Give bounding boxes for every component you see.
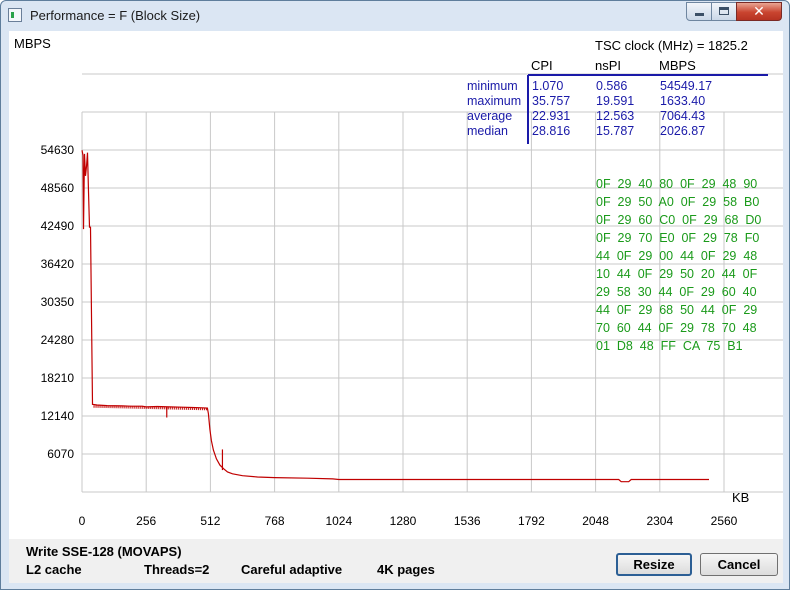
x-tick-label: 1280 [390,514,417,528]
stats-col-mbps: MBPS [659,58,696,73]
cache-level: L2 cache [26,562,82,577]
minimize-icon [695,13,704,16]
stats-mbps-value: 2026.87 [660,124,705,138]
stats-row-label: average [467,109,512,123]
x-tick-label: 512 [200,514,220,528]
x-tick-label: 0 [79,514,86,528]
x-tick-label: 2304 [646,514,673,528]
x-tick-label: 1536 [454,514,481,528]
client-area: 54630 48560 42490 36420 30350 24280 18210 12140… [9,31,789,583]
y-tick-label: 30350 [41,295,75,309]
hex-line: 0F 29 70 E0 0F 29 78 F0 [596,231,759,245]
y-tick-label: 48560 [41,181,75,195]
x-tick-label: 1792 [518,514,545,528]
y-tick-label: 12140 [41,409,75,423]
y-tick-label: 18210 [41,371,75,385]
stats-mbps-value: 1633.40 [660,94,705,108]
x-tick-label: 2048 [582,514,609,528]
stats-nspi-value: 0.586 [596,79,627,93]
cancel-button[interactable]: Cancel [700,553,778,576]
y-tick-label: 24280 [41,333,75,347]
stats-nspi-value: 12.563 [596,109,634,123]
x-tick-label: 2560 [711,514,738,528]
x-tick-label: 256 [136,514,156,528]
y-tick-label: 36420 [41,257,75,271]
y-unit-label: MBPS [14,36,51,51]
maximize-button[interactable] [711,2,737,21]
stats-col-nspi: nsPI [595,58,621,73]
x-tick-labels: 0 256 512 768 1024 1280 1536 1792 2048 2304 2560 [79,514,738,528]
hex-line: 0F 29 40 80 0F 29 48 90 [596,177,757,191]
pages-info: 4K pages [377,562,435,577]
hex-line: 01 D8 48 FF CA 75 B1 [596,339,743,353]
stats-mbps-value: 7064.43 [660,109,705,123]
hex-line: 29 58 30 44 0F 29 60 40 [596,285,757,299]
minimize-button[interactable] [686,2,712,21]
y-tick-label: 54630 [41,143,75,157]
hex-line: 70 60 44 0F 29 78 70 48 [596,321,757,335]
maximize-icon [719,7,729,15]
mode-info: Careful adaptive [241,562,343,577]
test-name: Write SSE-128 (MOVAPS) [26,544,182,559]
stats-cpi-value: 22.931 [532,109,570,123]
y-tick-label: 6070 [47,447,74,461]
y-tick-labels: 54630 48560 42490 36420 30350 24280 18210 12140… [41,143,75,461]
stats-row-label: minimum [467,79,518,93]
grid [81,73,789,493]
stats-cpi-value: 28.816 [532,124,570,138]
app-icon [8,8,22,22]
stats-nspi-value: 19.591 [596,94,634,108]
stats-cpi-value: 1.070 [532,79,563,93]
tsc-clock-label: TSC clock (MHz) = 1825.2 [595,38,748,53]
performance-chart: 54630 48560 42490 36420 30350 24280 18210 12140… [14,36,789,528]
stats-row-label: maximum [467,94,521,108]
hex-line: 0F 29 50 A0 0F 29 58 B0 [596,195,759,209]
hex-line: 44 0F 29 00 44 0F 29 48 [596,249,757,263]
close-icon: ✕ [753,4,765,20]
window-title: Performance = F (Block Size) [30,8,201,23]
series-line [81,150,709,483]
hex-line: 10 44 0F 29 50 20 44 0F [596,267,758,281]
resize-button[interactable]: Resize [616,553,692,576]
x-unit-label: KB [732,490,749,505]
stats-cpi-value: 35.757 [532,94,570,108]
close-button[interactable]: ✕ [736,2,782,21]
stats-mbps-value: 54549.17 [660,79,712,93]
series-dips [93,405,224,471]
stats-col-cpi: CPI [531,58,553,73]
y-tick-label: 42490 [41,219,75,233]
threads-info: Threads=2 [144,562,210,577]
hex-line: 44 0F 29 68 50 44 0F 29 [596,303,757,317]
stats-row-label: median [467,124,508,138]
x-tick-label: 768 [265,514,285,528]
x-tick-label: 1024 [325,514,352,528]
stats-nspi-value: 15.787 [596,124,634,138]
hex-line: 0F 29 60 C0 0F 29 68 D0 [596,213,761,227]
stats-table: minimum 1.070 0.586 54549.17 maximum 35.757 19… [467,79,712,138]
title-bar[interactable]: Performance = F (Block Size) ✕ [1,1,789,31]
instruction-hex-dump: 0F 29 40 80 0F 29 48 90 0F 29 50 A0 0F 29… [596,177,761,353]
plot-area: 54630 48560 42490 36420 30350 24280 18210 12140… [9,31,789,539]
